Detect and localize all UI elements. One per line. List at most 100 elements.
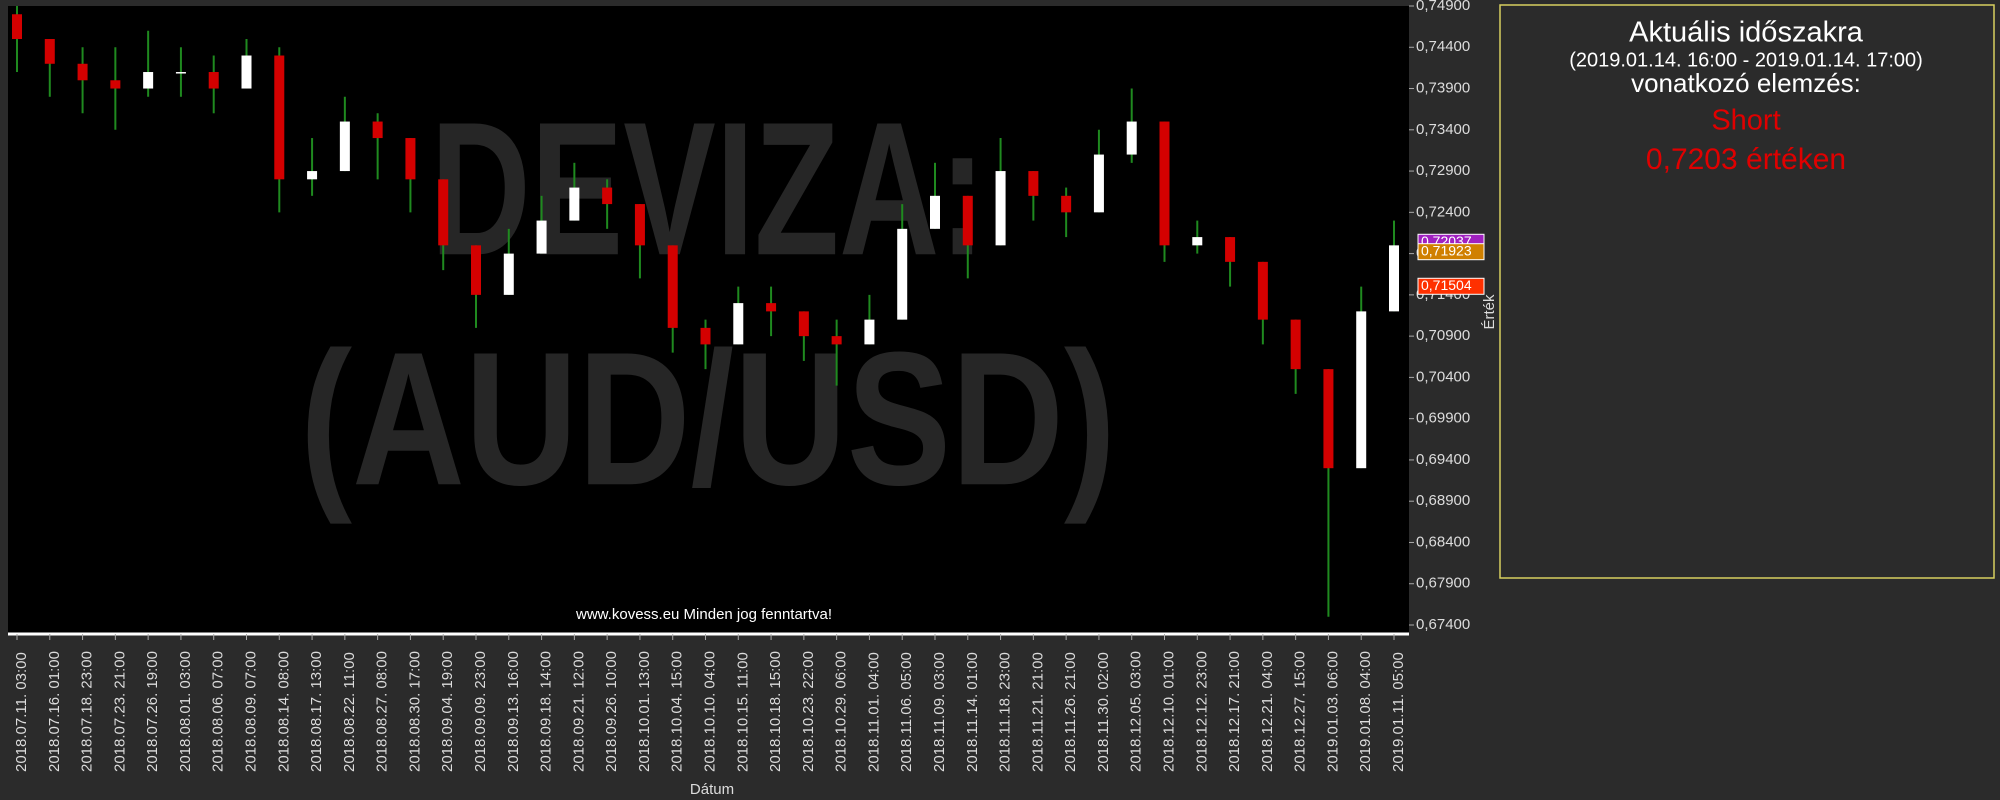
x-tick-label: 2018.10.04. 15:00	[669, 651, 686, 772]
x-tick-label: 2018.11.06. 05:00	[898, 652, 915, 772]
y-tick-label: 0,72400	[1416, 203, 1470, 220]
y-tick-label: 0,72900	[1416, 162, 1470, 179]
candle-body	[44, 39, 55, 64]
x-tick-label: 2018.12.10. 01:00	[1160, 651, 1177, 772]
x-tick-label: 2018.08.22. 11:00	[341, 652, 358, 772]
candle-body	[1389, 245, 1399, 312]
candle-body	[438, 179, 449, 246]
x-tick-label: 2018.10.10. 04:00	[701, 651, 718, 772]
x-tick-label: 2018.12.27. 15:00	[1292, 651, 1309, 772]
x-tick-label: 2018.07.11. 03:00	[13, 652, 30, 772]
x-axis-label: Dátum	[690, 781, 734, 798]
candle-body	[930, 195, 940, 229]
x-tick-label: 2018.07.16. 01:00	[46, 651, 63, 772]
candle-body	[667, 245, 678, 328]
y-tick-label: 0,70900	[1416, 327, 1470, 344]
candle-body	[897, 228, 908, 320]
y-tick-label: 0,74900	[1416, 0, 1470, 14]
candle-body	[471, 245, 481, 295]
y-tick-label: 0,73400	[1416, 121, 1470, 138]
x-tick-label: 2018.08.27. 08:00	[374, 651, 391, 772]
x-tick-label: 2018.09.26. 10:00	[603, 651, 620, 772]
candle-body	[569, 187, 580, 221]
x-tick-label: 2018.11.09. 03:00	[931, 652, 948, 772]
candle-body	[1093, 154, 1104, 213]
candle-body	[1159, 121, 1170, 246]
candle-body	[339, 121, 350, 172]
x-tick-label: 2019.01.11. 05:00	[1390, 652, 1407, 772]
x-tick-label: 2019.01.08. 04:00	[1357, 651, 1374, 772]
y-tick-label: 0,69400	[1416, 451, 1470, 468]
x-tick-label: 2018.09.04. 19:00	[439, 651, 456, 772]
candle-body	[602, 187, 613, 205]
candle-body	[143, 72, 154, 89]
candle-body	[372, 121, 383, 139]
panel-period: (2019.01.14. 16:00 - 2019.01.14. 17:00)	[1569, 49, 1923, 71]
x-tick-label: 2018.07.26. 19:00	[144, 651, 161, 772]
price-tag	[1417, 277, 1485, 295]
x-tick-label: 2018.09.18. 14:00	[538, 651, 555, 772]
x-tick-label: 2018.12.05. 03:00	[1128, 651, 1145, 772]
x-tick-label: 2018.12.21. 04:00	[1259, 651, 1276, 772]
candle-body	[864, 319, 875, 345]
y-tick-label: 0,70400	[1416, 368, 1470, 385]
footer: www.kovess.eu Minden jog fenntartva!	[575, 606, 832, 623]
candle-body	[536, 220, 547, 254]
candle-body	[634, 204, 645, 246]
candle-body	[110, 80, 121, 89]
x-tick-label: 2018.10.15. 11:00	[734, 652, 751, 772]
candle-body	[1028, 171, 1039, 196]
y-tick-label: 0,69900	[1416, 410, 1470, 427]
x-tick-label: 2018.08.06. 07:00	[210, 651, 227, 772]
x-tick-label: 2018.08.01. 03:00	[177, 651, 194, 772]
candle-body	[1225, 237, 1236, 262]
y-tick-label: 0,68400	[1416, 533, 1470, 550]
candle-body	[405, 138, 416, 180]
x-tick-label: 2018.11.30. 02:00	[1095, 652, 1112, 772]
x-tick-label: 2018.11.18. 23:00	[997, 652, 1014, 772]
panel-subtitle: vonatkozó elemzés:	[1631, 68, 1861, 98]
candle-body	[77, 63, 88, 81]
candle-body	[1126, 121, 1137, 155]
x-tick-label: 2018.11.26. 21:00	[1062, 652, 1079, 772]
x-tick-label: 2018.11.01. 04:00	[865, 652, 882, 772]
x-tick-label: 2018.08.09. 07:00	[242, 651, 259, 772]
y-tick-label: 0,68900	[1416, 492, 1470, 509]
candle-body	[1290, 319, 1301, 370]
x-tick-label: 2019.01.03. 06:00	[1324, 651, 1341, 772]
price-tag-label: 0,71504	[1421, 277, 1472, 293]
x-tick-label: 2018.09.09. 23:00	[472, 651, 489, 772]
x-tick-label: 2018.12.12. 23:00	[1193, 651, 1210, 772]
x-tick-label: 2018.10.01. 13:00	[636, 651, 653, 772]
analysis-panel	[1499, 4, 1995, 579]
y-tick-label: 0,67900	[1416, 575, 1470, 592]
y-axis-label: Érték	[1481, 294, 1498, 330]
candle-body	[700, 327, 711, 345]
candle-body	[1257, 261, 1268, 320]
x-tick-label: 2018.10.29. 06:00	[833, 651, 850, 772]
panel-title: Aktuális időszakra	[1629, 17, 1864, 49]
x-tick-label: 2018.10.18. 15:00	[767, 651, 784, 772]
candle-body	[274, 55, 285, 180]
candle-body	[1323, 369, 1334, 469]
x-tick-label: 2018.10.23. 22:00	[800, 651, 817, 772]
y-tick-label: 0,74400	[1416, 38, 1470, 55]
candle-body	[962, 195, 973, 246]
candle-body	[12, 14, 22, 40]
candle-body	[175, 72, 186, 74]
watermark: (AUD/USD)	[300, 313, 1116, 525]
x-tick-label: 2018.08.17. 13:00	[308, 651, 325, 772]
price-tag-label: 0,71923	[1421, 242, 1472, 258]
candle-body	[1356, 311, 1367, 469]
x-tick-label: 2018.08.30. 17:00	[406, 651, 423, 772]
x-tick-label: 2018.07.23. 21:00	[111, 651, 128, 772]
watermark: DEVIZA:	[431, 83, 986, 295]
candle-body	[307, 171, 318, 180]
candle-body	[798, 311, 809, 337]
x-tick-label: 2018.08.14. 08:00	[275, 651, 292, 772]
candle-body	[503, 253, 514, 295]
candle-body	[766, 303, 777, 312]
panel-price: 0,7203 értéken	[1646, 143, 1846, 176]
y-tick-label: 0,73900	[1416, 80, 1470, 97]
